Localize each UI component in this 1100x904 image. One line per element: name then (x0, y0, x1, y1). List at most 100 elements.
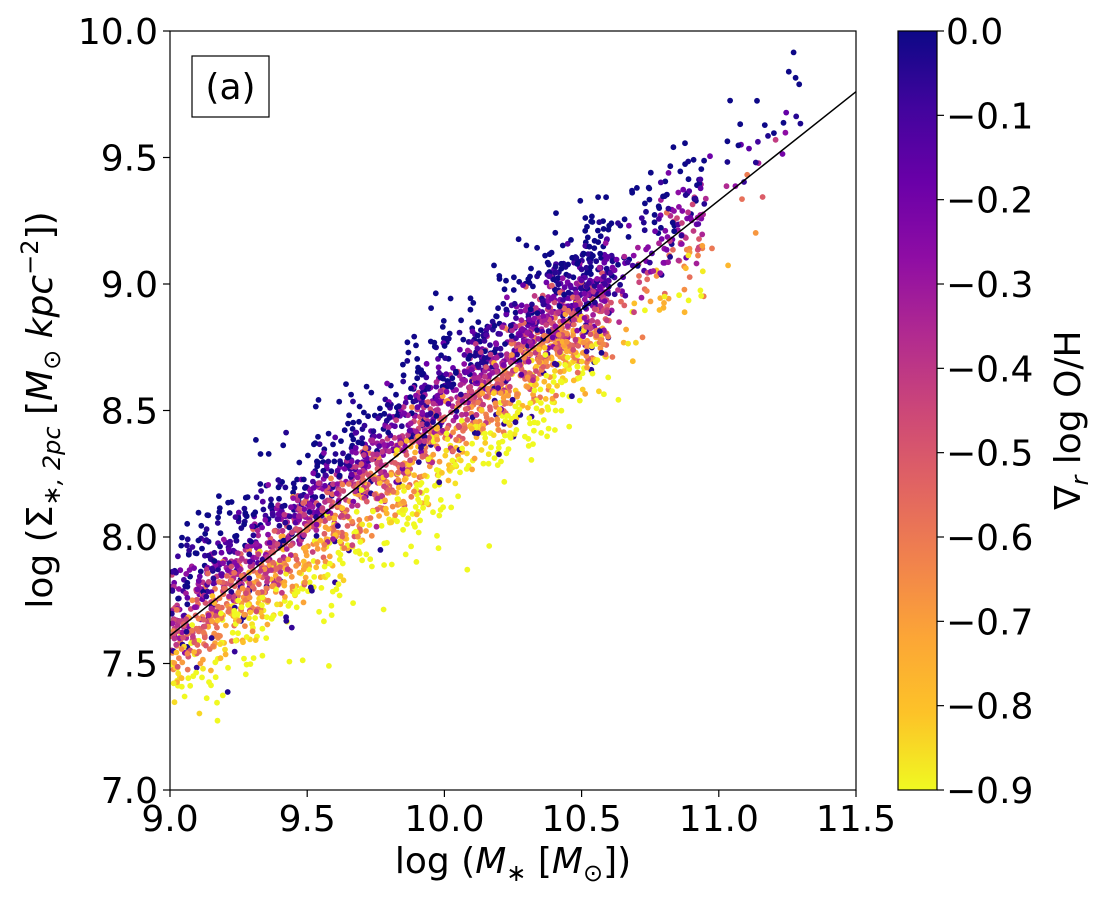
data-point (246, 575, 253, 582)
data-point (479, 390, 486, 397)
data-point (337, 538, 343, 545)
data-point (588, 263, 594, 270)
data-point (559, 275, 566, 282)
data-point (234, 550, 241, 556)
data-point (354, 474, 361, 481)
data-point (310, 478, 316, 485)
data-point (285, 556, 292, 563)
data-point (707, 153, 713, 160)
data-point (452, 461, 459, 468)
data-point (530, 283, 536, 290)
data-point (179, 659, 186, 666)
colorbar-tick-label: 0.0 (946, 12, 1003, 53)
data-point (391, 435, 398, 441)
data-point (331, 458, 338, 465)
data-point (399, 461, 406, 468)
data-point (642, 307, 648, 314)
data-point (534, 244, 540, 251)
data-point (591, 237, 598, 244)
data-point (183, 628, 190, 635)
data-point (651, 219, 658, 226)
colorbar-tick-label: −0.5 (946, 434, 1033, 475)
data-point (194, 586, 201, 593)
data-point (378, 522, 385, 529)
data-point (436, 479, 443, 486)
data-point (393, 391, 399, 398)
data-point (314, 545, 321, 552)
data-point (217, 543, 223, 550)
data-point (437, 497, 444, 503)
data-point (590, 252, 596, 259)
data-point (381, 442, 388, 448)
data-point (283, 618, 290, 624)
data-point (678, 241, 685, 247)
data-point (464, 566, 471, 573)
data-point (671, 208, 677, 214)
data-point (393, 447, 400, 453)
data-point (464, 369, 470, 375)
data-point (405, 515, 412, 522)
data-point (353, 449, 359, 456)
data-point (474, 430, 481, 437)
data-point (407, 394, 414, 401)
data-point (376, 480, 383, 486)
data-point (370, 428, 377, 435)
data-point (280, 537, 287, 544)
data-point (558, 265, 565, 272)
data-point (519, 326, 526, 332)
data-point (409, 511, 416, 517)
data-point (585, 251, 591, 257)
data-point (436, 512, 443, 519)
data-point (246, 615, 252, 621)
data-point (300, 558, 307, 565)
data-point (548, 320, 555, 326)
data-point (231, 612, 238, 618)
data-point (404, 521, 410, 527)
data-point (404, 468, 411, 475)
data-point (643, 288, 650, 294)
data-point (656, 240, 662, 247)
data-point (559, 391, 566, 398)
data-point (259, 625, 266, 632)
data-point (531, 387, 538, 394)
data-point (439, 469, 445, 476)
y-tick-label: 7.0 (101, 771, 158, 812)
data-point (215, 603, 222, 610)
data-point (494, 416, 501, 423)
data-point (279, 527, 286, 534)
data-point (643, 208, 649, 215)
data-point (374, 451, 380, 458)
data-point (591, 283, 598, 289)
data-point (475, 374, 482, 381)
data-point (368, 389, 375, 396)
data-point (189, 544, 196, 550)
data-point (486, 543, 493, 549)
data-point (289, 583, 296, 590)
data-point (625, 340, 631, 347)
data-point (366, 522, 373, 528)
data-point (555, 281, 562, 288)
data-point (340, 577, 347, 584)
data-point (315, 472, 321, 479)
colorbar-tick-label: −0.1 (946, 96, 1033, 137)
data-point (492, 362, 499, 369)
data-point (228, 589, 235, 595)
data-point (563, 348, 570, 355)
data-point (727, 97, 733, 104)
data-point (658, 224, 664, 231)
data-point (321, 563, 328, 570)
data-point (224, 567, 231, 574)
data-point (253, 494, 260, 501)
data-point (430, 509, 436, 516)
data-point (504, 374, 511, 381)
data-point (384, 539, 390, 546)
data-point (293, 604, 300, 611)
data-point (281, 598, 288, 604)
data-point (281, 511, 288, 518)
data-point (675, 257, 682, 264)
data-point (255, 532, 262, 539)
data-point (193, 664, 200, 671)
data-point (531, 293, 538, 299)
data-point (254, 527, 261, 534)
